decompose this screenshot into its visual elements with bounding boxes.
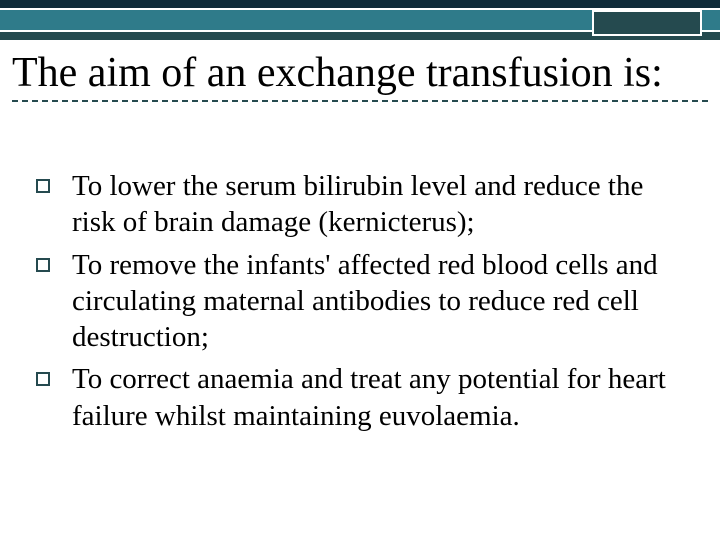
content-region: To lower the serum bilirubin level and r… xyxy=(32,168,692,440)
bullet-list: To lower the serum bilirubin level and r… xyxy=(32,168,692,434)
header-decoration xyxy=(0,0,720,40)
header-band-top xyxy=(0,0,720,8)
slide: The aim of an exchange transfusion is: T… xyxy=(0,0,720,540)
list-item: To remove the infants' affected red bloo… xyxy=(32,247,692,356)
list-item: To lower the serum bilirubin level and r… xyxy=(32,168,692,241)
square-bullet-icon xyxy=(36,372,50,386)
slide-title: The aim of an exchange transfusion is: xyxy=(12,50,708,96)
title-underline xyxy=(12,100,708,102)
title-region: The aim of an exchange transfusion is: xyxy=(12,50,708,102)
bullet-text: To lower the serum bilirubin level and r… xyxy=(72,168,692,241)
header-accent-box xyxy=(592,10,702,36)
square-bullet-icon xyxy=(36,258,50,272)
bullet-text: To remove the infants' affected red bloo… xyxy=(72,247,692,356)
square-bullet-icon xyxy=(36,179,50,193)
list-item: To correct anaemia and treat any potenti… xyxy=(32,361,692,434)
bullet-text: To correct anaemia and treat any potenti… xyxy=(72,361,692,434)
